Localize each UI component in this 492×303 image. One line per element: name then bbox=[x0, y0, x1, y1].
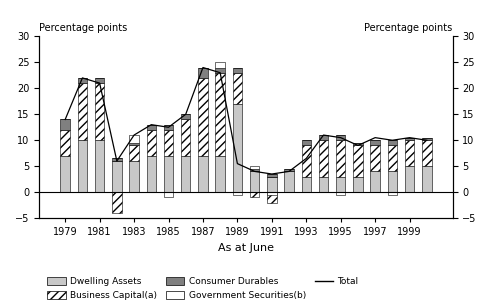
Bar bbox=[336, 140, 345, 177]
Bar bbox=[112, 192, 122, 213]
Bar bbox=[405, 166, 414, 192]
Bar bbox=[181, 114, 190, 119]
Bar bbox=[284, 169, 294, 171]
Bar bbox=[233, 73, 242, 104]
Bar bbox=[164, 156, 173, 192]
Bar bbox=[302, 140, 311, 145]
Bar bbox=[250, 166, 259, 169]
Bar bbox=[267, 177, 277, 192]
Bar bbox=[181, 119, 190, 156]
Bar bbox=[147, 125, 156, 130]
Bar bbox=[215, 68, 225, 73]
Bar bbox=[370, 140, 380, 145]
Bar bbox=[95, 140, 104, 192]
Bar bbox=[95, 78, 104, 83]
X-axis label: As at June: As at June bbox=[218, 243, 274, 253]
Bar bbox=[405, 138, 414, 140]
Bar bbox=[302, 145, 311, 177]
Bar bbox=[267, 192, 277, 203]
Bar bbox=[422, 140, 431, 166]
Bar bbox=[319, 135, 328, 140]
Bar bbox=[250, 171, 259, 192]
Bar bbox=[370, 145, 380, 171]
Bar bbox=[388, 171, 397, 192]
Bar bbox=[319, 177, 328, 192]
Bar bbox=[319, 140, 328, 177]
Bar bbox=[112, 161, 122, 192]
Bar bbox=[250, 192, 259, 197]
Bar bbox=[129, 145, 139, 161]
Bar bbox=[198, 68, 208, 78]
Bar bbox=[112, 158, 122, 161]
Bar bbox=[353, 177, 363, 192]
Bar bbox=[370, 171, 380, 192]
Bar bbox=[215, 156, 225, 192]
Bar bbox=[129, 135, 139, 143]
Bar bbox=[129, 143, 139, 145]
Legend: Dwelling Assets, Business Capital(a), Consumer Durables, Government Securities(b: Dwelling Assets, Business Capital(a), Co… bbox=[44, 274, 362, 303]
Bar bbox=[164, 130, 173, 156]
Bar bbox=[198, 156, 208, 192]
Bar bbox=[388, 145, 397, 171]
Bar bbox=[336, 177, 345, 192]
Bar bbox=[302, 177, 311, 192]
Bar bbox=[233, 192, 242, 195]
Bar bbox=[61, 156, 70, 192]
Bar bbox=[336, 135, 345, 140]
Bar bbox=[198, 78, 208, 156]
Bar bbox=[78, 83, 87, 140]
Bar bbox=[78, 140, 87, 192]
Bar bbox=[147, 130, 156, 156]
Bar bbox=[250, 169, 259, 171]
Bar bbox=[388, 140, 397, 145]
Bar bbox=[405, 140, 414, 166]
Bar bbox=[164, 125, 173, 130]
Bar bbox=[388, 192, 397, 195]
Bar bbox=[78, 78, 87, 83]
Text: Percentage points: Percentage points bbox=[39, 23, 127, 33]
Bar bbox=[129, 161, 139, 192]
Bar bbox=[233, 68, 242, 73]
Bar bbox=[215, 73, 225, 156]
Bar bbox=[336, 192, 345, 195]
Bar bbox=[422, 166, 431, 192]
Bar bbox=[164, 192, 173, 197]
Bar bbox=[95, 83, 104, 140]
Bar bbox=[61, 119, 70, 130]
Bar bbox=[353, 145, 363, 177]
Bar bbox=[267, 174, 277, 177]
Bar bbox=[422, 138, 431, 140]
Bar bbox=[233, 104, 242, 192]
Bar bbox=[353, 143, 363, 145]
Bar bbox=[181, 156, 190, 192]
Bar bbox=[215, 62, 225, 68]
Bar bbox=[267, 192, 277, 195]
Bar bbox=[284, 171, 294, 192]
Text: Percentage points: Percentage points bbox=[365, 23, 453, 33]
Bar bbox=[147, 156, 156, 192]
Bar bbox=[61, 130, 70, 156]
